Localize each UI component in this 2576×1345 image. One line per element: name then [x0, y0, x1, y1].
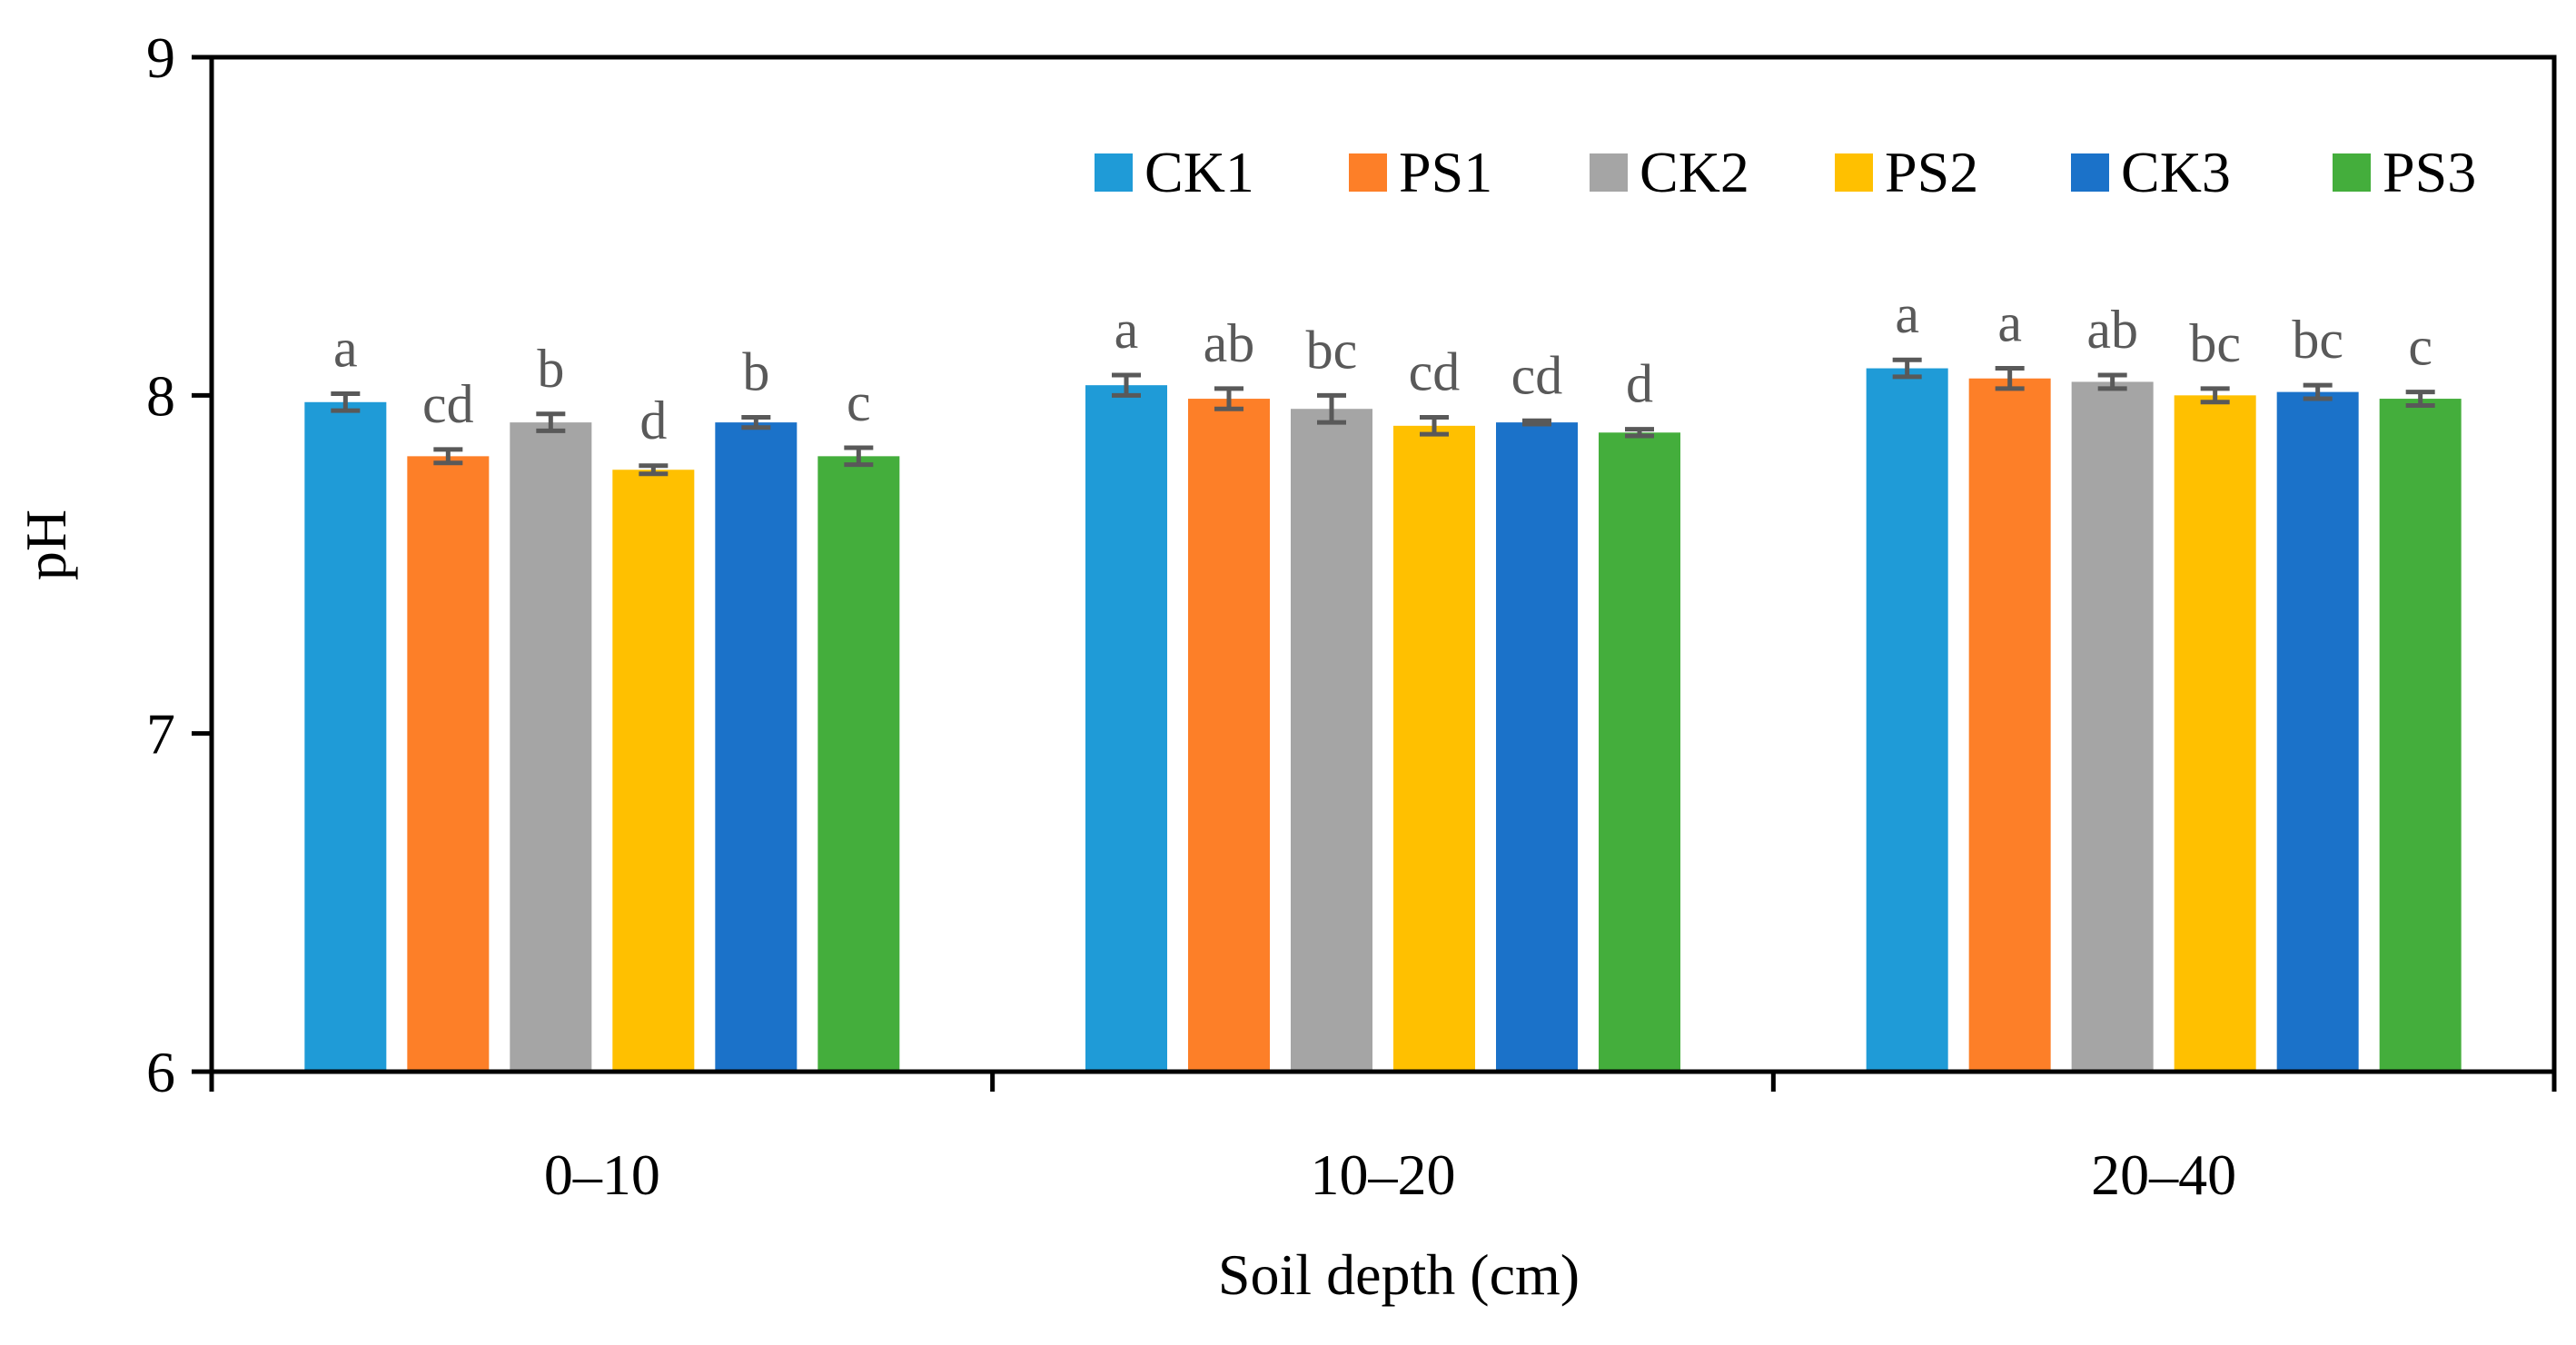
error-bar-ps3-3 — [2405, 390, 2435, 409]
significance-letter-ps1-1: cd — [422, 374, 474, 434]
error-bar-ps2-1 — [639, 463, 669, 477]
bar-ck1-2 — [1085, 385, 1167, 1072]
error-bar-ck3-1 — [741, 415, 771, 430]
bar-ps2-2 — [1393, 425, 1475, 1072]
legend-swatch-ps1 — [1349, 153, 1387, 192]
x-tick-label-3: 20–40 — [2091, 1142, 2236, 1207]
error-bar-ps1-1 — [433, 447, 463, 466]
error-bar-ps1-3 — [1995, 366, 2025, 391]
legend-item-ps1: PS1 — [1349, 140, 1492, 204]
x-axis-title: Soil depth (cm) — [1218, 1242, 1580, 1307]
error-bar-ck1-3 — [1892, 357, 1922, 380]
legend-item-ps2: PS2 — [1835, 140, 1978, 204]
bar-ps1-1 — [407, 456, 490, 1072]
legend-item-ps3: PS3 — [2333, 140, 2476, 204]
bar-ck1-1 — [304, 401, 387, 1072]
bar-ps3-3 — [2379, 399, 2462, 1073]
bar-ck3-3 — [2276, 391, 2359, 1072]
significance-letter-ck3-1: b — [742, 342, 769, 402]
x-tick-label-1: 0–10 — [544, 1142, 660, 1207]
significance-letter-ck2-2: bc — [1306, 320, 1358, 380]
significance-letter-ps1-2: ab — [1204, 313, 1255, 373]
bar-ps1-2 — [1188, 399, 1270, 1073]
significance-letter-ck2-1: b — [537, 339, 564, 399]
legend-swatch-ps3 — [2333, 153, 2371, 192]
legend-item-ck3: CK3 — [2071, 140, 2231, 204]
error-bar-ck2-1 — [536, 411, 566, 433]
error-bar-ps2-2 — [1420, 415, 1449, 437]
bar-ps2-3 — [2174, 395, 2256, 1072]
legend-swatch-ps2 — [1835, 153, 1873, 192]
y-tick-label-9: 9 — [146, 25, 175, 90]
bar-ck1-3 — [1866, 368, 1948, 1073]
legend-label-ps2: PS2 — [1885, 140, 1978, 204]
error-bar-ck2-2 — [1317, 392, 1346, 425]
error-bar-ck2-3 — [2097, 372, 2127, 391]
error-bar-ck3-2 — [1522, 418, 1551, 427]
legend: CK1 PS1 CK2 PS2 CK3 PS3 — [1095, 140, 2476, 204]
error-bar-ps1-2 — [1214, 386, 1243, 411]
significance-letter-ps2-1: d — [639, 391, 667, 450]
significance-letter-ps2-3: bc — [2189, 313, 2241, 373]
bar-ck3-2 — [1496, 422, 1578, 1072]
y-tick-label-8: 8 — [146, 363, 175, 428]
error-bar-ck1-2 — [1112, 372, 1141, 398]
y-tick-label-6: 6 — [146, 1040, 175, 1104]
error-bars-layer — [331, 357, 2435, 477]
error-bar-ps2-3 — [2200, 386, 2230, 405]
bar-ps3-2 — [1599, 432, 1680, 1072]
legend-swatch-ck2 — [1590, 153, 1628, 192]
plot-frame — [209, 54, 2557, 1074]
error-bar-ps3-2 — [1625, 427, 1654, 439]
significance-letter-ps3-2: d — [1626, 354, 1653, 414]
x-tick-label-2: 10–20 — [1311, 1142, 1456, 1207]
bar-ck2-2 — [1291, 409, 1372, 1072]
bars-layer — [304, 368, 2462, 1073]
y-axis-title: pH — [14, 509, 78, 580]
legend-item-ck2: CK2 — [1590, 140, 1749, 204]
bar-ck3-1 — [715, 422, 798, 1072]
bar-ps1-3 — [1968, 378, 2051, 1072]
significance-letter-ck3-2: cd — [1511, 345, 1563, 405]
legend-label-ck1: CK1 — [1144, 140, 1254, 204]
legend-swatch-ck3 — [2071, 153, 2109, 192]
significance-letter-ck1-3: a — [1895, 284, 1919, 344]
legend-label-ps1: PS1 — [1399, 140, 1492, 204]
significance-letter-ps3-3: c — [2408, 317, 2432, 377]
bar-ps3-1 — [817, 456, 900, 1072]
legend-label-ck3: CK3 — [2121, 140, 2231, 204]
significance-letter-ps2-2: cd — [1409, 342, 1461, 402]
legend-item-ck1: CK1 — [1095, 140, 1254, 204]
error-bar-ck1-1 — [331, 391, 361, 413]
bar-ck2-3 — [2071, 381, 2154, 1072]
bar-ps2-1 — [612, 470, 695, 1072]
error-bar-ck3-3 — [2303, 382, 2333, 401]
error-bar-ps3-1 — [844, 445, 874, 468]
significance-letter-ck1-2: a — [1115, 300, 1139, 360]
legend-label-ck2: CK2 — [1640, 140, 1749, 204]
legend-swatch-ck1 — [1095, 153, 1133, 192]
significance-letter-ck2-3: ab — [2086, 300, 2138, 360]
legend-label-ps3: PS3 — [2383, 140, 2476, 204]
significance-letter-ck1-1: a — [333, 318, 358, 378]
significance-letter-ck3-3: bc — [2292, 310, 2343, 370]
significance-letter-ps3-1: c — [847, 372, 871, 432]
y-tick-label-7: 7 — [146, 702, 175, 766]
significance-letter-ps1-3: a — [1997, 293, 2022, 353]
axes-layer: 0–10 10–20 20–40 6 7 8 9 — [146, 25, 2557, 1207]
bar-ck2-1 — [510, 422, 592, 1072]
